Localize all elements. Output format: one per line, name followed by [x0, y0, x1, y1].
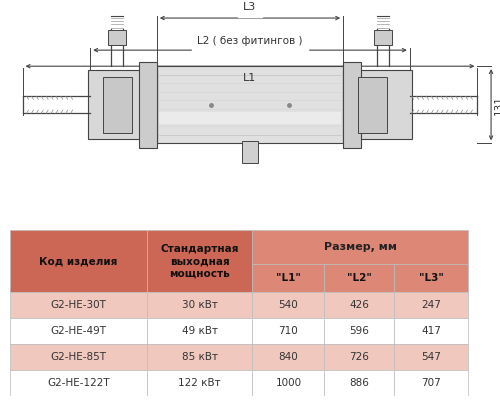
Bar	[157, 66, 343, 143]
Bar	[242, 141, 258, 162]
Text: 710: 710	[278, 326, 298, 336]
Text: G2-HE-122T: G2-HE-122T	[47, 378, 110, 388]
Text: Размер, мм: Размер, мм	[324, 242, 397, 252]
Bar	[324, 264, 394, 292]
Text: 49 кВт: 49 кВт	[182, 326, 218, 336]
Bar	[140, 62, 157, 148]
Bar	[103, 77, 132, 132]
Text: G2-HE-30T: G2-HE-30T	[50, 300, 106, 310]
Text: 426: 426	[350, 300, 369, 310]
Bar	[252, 370, 324, 396]
Text: 540: 540	[278, 300, 298, 310]
Bar	[394, 318, 468, 344]
Bar	[252, 264, 324, 292]
Bar	[358, 77, 387, 132]
Bar	[10, 318, 147, 344]
Bar	[10, 230, 147, 292]
Bar	[394, 344, 468, 370]
Text: 707: 707	[422, 378, 441, 388]
Text: 417: 417	[422, 326, 441, 336]
Bar	[147, 230, 252, 292]
Bar	[324, 370, 394, 396]
Text: G2-HE-49T: G2-HE-49T	[50, 326, 106, 336]
Text: "L2": "L2"	[347, 273, 372, 283]
Bar	[147, 344, 252, 370]
Text: 85 кВт: 85 кВт	[182, 352, 218, 362]
Bar	[108, 30, 126, 45]
Text: "L3": "L3"	[419, 273, 444, 283]
Text: Стандартная
выходная
мощность: Стандартная выходная мощность	[160, 244, 239, 278]
Bar	[394, 264, 468, 292]
Text: "L1": "L1"	[276, 273, 301, 283]
Bar	[394, 292, 468, 318]
Text: 122 кВт: 122 кВт	[178, 378, 221, 388]
Text: 131: 131	[494, 95, 500, 115]
Bar	[394, 370, 468, 396]
Text: 30 кВт: 30 кВт	[182, 300, 218, 310]
Bar	[147, 318, 252, 344]
Bar	[324, 292, 394, 318]
Text: L3: L3	[244, 2, 256, 12]
Bar	[252, 230, 468, 264]
Bar	[147, 370, 252, 396]
Bar	[343, 62, 360, 148]
Text: L2 ( без фитингов ): L2 ( без фитингов )	[197, 36, 303, 46]
Bar	[374, 30, 392, 45]
Bar	[252, 318, 324, 344]
Bar	[324, 344, 394, 370]
Text: 247: 247	[422, 300, 441, 310]
Bar	[252, 344, 324, 370]
Bar	[88, 70, 157, 139]
Bar	[147, 292, 252, 318]
Bar	[159, 112, 341, 124]
Text: 886: 886	[350, 378, 369, 388]
Text: 547: 547	[422, 352, 441, 362]
Text: 726: 726	[350, 352, 369, 362]
Bar	[324, 318, 394, 344]
Bar	[252, 292, 324, 318]
Text: 840: 840	[278, 352, 298, 362]
Text: G2-HE-85T: G2-HE-85T	[50, 352, 106, 362]
Text: 596: 596	[350, 326, 369, 336]
Text: L1: L1	[244, 73, 256, 83]
Text: Код изделия: Код изделия	[39, 256, 117, 266]
Bar	[343, 70, 411, 139]
Text: 1000: 1000	[276, 378, 301, 388]
Bar	[10, 292, 147, 318]
Bar	[10, 370, 147, 396]
Bar	[10, 344, 147, 370]
